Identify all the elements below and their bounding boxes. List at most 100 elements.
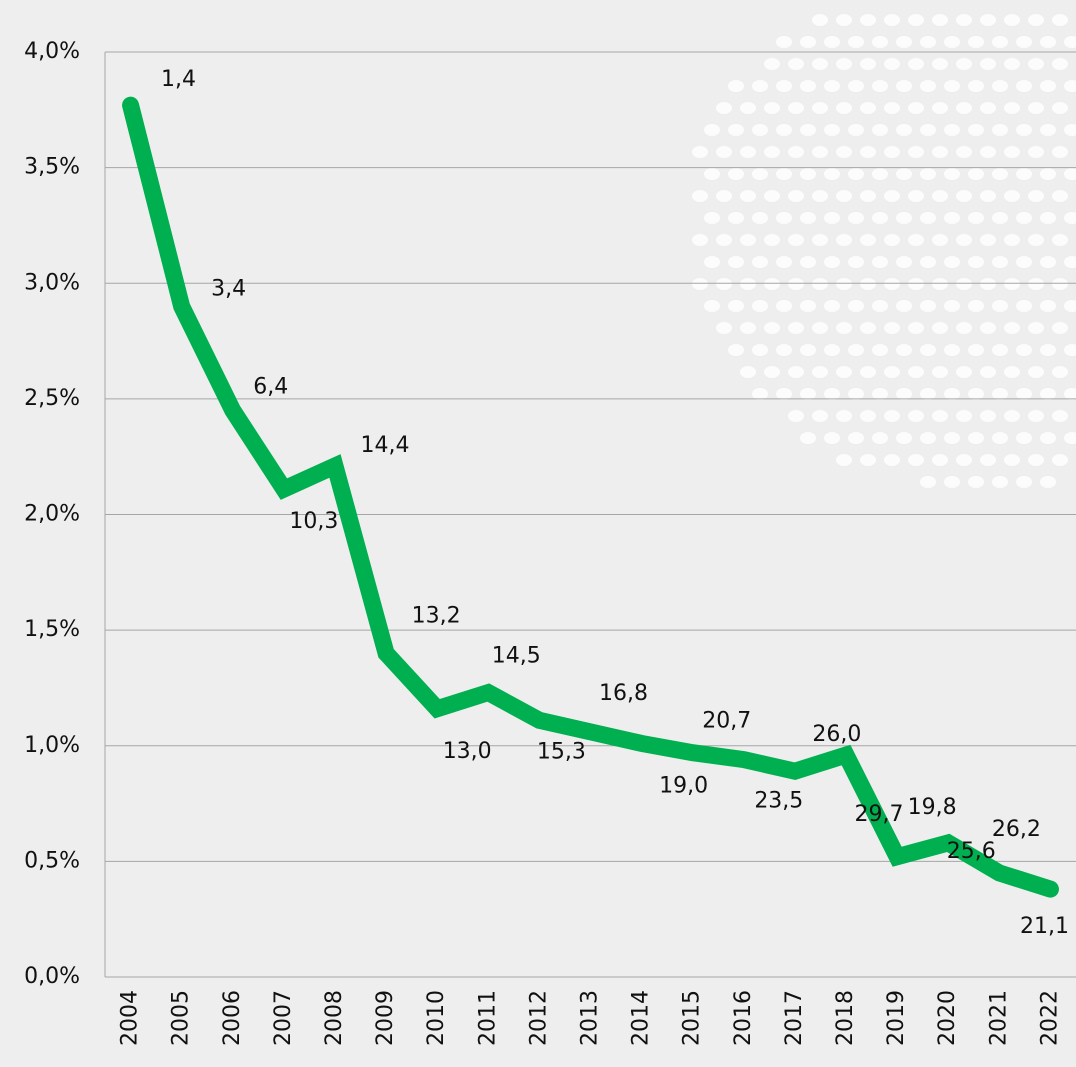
dot: [836, 322, 852, 334]
dot: [932, 322, 948, 334]
dot: [1028, 190, 1044, 202]
dot: [788, 410, 804, 422]
dot: [872, 432, 888, 444]
dot: [1004, 234, 1020, 246]
dot: [1016, 124, 1032, 136]
annotation: 13,2: [412, 603, 461, 628]
dot: [908, 278, 924, 290]
x-tick-label: 2016: [731, 990, 756, 1046]
dot: [1004, 366, 1020, 378]
annotation: 20,7: [702, 709, 751, 734]
dot: [860, 454, 876, 466]
dot: [1016, 80, 1032, 92]
dot: [764, 190, 780, 202]
x-tick-label: 2011: [475, 990, 500, 1046]
dot: [1028, 146, 1044, 158]
dot: [812, 278, 828, 290]
dot: [944, 36, 960, 48]
dot: [896, 168, 912, 180]
dot: [992, 344, 1008, 356]
dot: [920, 432, 936, 444]
dot: [920, 124, 936, 136]
dot: [896, 212, 912, 224]
line: [122, 96, 1059, 898]
annotation: 14,4: [360, 433, 409, 458]
dot: [956, 322, 972, 334]
x-tick-label: 2020: [935, 990, 960, 1046]
dot: [692, 146, 708, 158]
dot: [728, 124, 744, 136]
dot: [860, 58, 876, 70]
dot: [1016, 300, 1032, 312]
dot: [812, 322, 828, 334]
dot: [848, 344, 864, 356]
dot: [980, 190, 996, 202]
dot: [848, 80, 864, 92]
dot: [980, 146, 996, 158]
dot: [956, 102, 972, 114]
dot: [764, 58, 780, 70]
dot: [1004, 102, 1020, 114]
dot: [836, 190, 852, 202]
dot: [1040, 256, 1056, 268]
dot: [908, 58, 924, 70]
dot: [968, 212, 984, 224]
annotation: 19,0: [659, 773, 708, 798]
dot: [836, 58, 852, 70]
dot: [1052, 278, 1068, 290]
dot: [872, 36, 888, 48]
dot: [932, 366, 948, 378]
dot: [1016, 168, 1032, 180]
y-tick-label: 0,0%: [24, 964, 80, 989]
dot: [836, 102, 852, 114]
dot: [896, 124, 912, 136]
dot: [884, 454, 900, 466]
dot: [920, 388, 936, 400]
dot: [956, 146, 972, 158]
dot: [824, 388, 840, 400]
dot: [860, 234, 876, 246]
dot: [1016, 476, 1032, 488]
dot: [1004, 58, 1020, 70]
dot: [944, 432, 960, 444]
dot: [1052, 366, 1068, 378]
dot: [884, 278, 900, 290]
dot: [932, 146, 948, 158]
dot: [1028, 410, 1044, 422]
dot: [716, 190, 732, 202]
dot: [968, 432, 984, 444]
dot: [980, 58, 996, 70]
annotation: 14,5: [492, 644, 541, 669]
dot: [1064, 256, 1076, 268]
dot: [992, 432, 1008, 444]
dot: [908, 322, 924, 334]
dot: [992, 124, 1008, 136]
dot: [1064, 80, 1076, 92]
dot: [968, 80, 984, 92]
annotation: 19,8: [908, 795, 957, 820]
dot: [848, 124, 864, 136]
dot: [764, 322, 780, 334]
dot: [824, 80, 840, 92]
dot: [1016, 212, 1032, 224]
dot: [872, 300, 888, 312]
dot: [992, 300, 1008, 312]
dot: [716, 234, 732, 246]
dot: [752, 388, 768, 400]
dot: [1064, 300, 1076, 312]
dot: [1028, 278, 1044, 290]
dot: [896, 256, 912, 268]
dot: [980, 234, 996, 246]
dot: [752, 212, 768, 224]
dot: [1064, 168, 1076, 180]
dot: [740, 366, 756, 378]
dot: [968, 388, 984, 400]
dot: [800, 124, 816, 136]
dot: [1004, 146, 1020, 158]
dot: [860, 190, 876, 202]
dot: [944, 124, 960, 136]
dot: [932, 58, 948, 70]
dot: [752, 80, 768, 92]
